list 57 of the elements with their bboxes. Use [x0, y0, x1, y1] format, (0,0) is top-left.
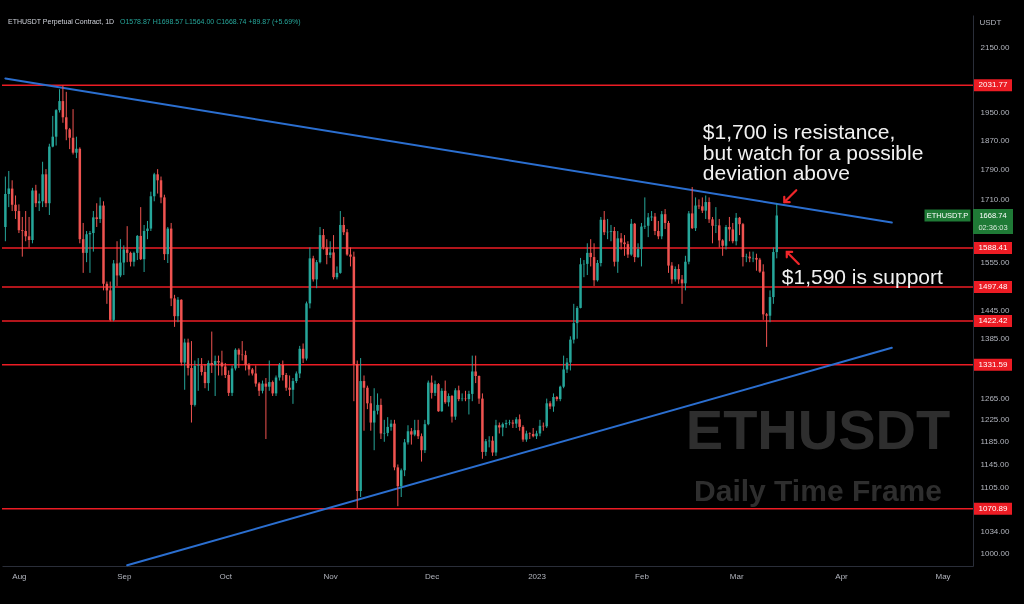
annotation: $1,590 is support [781, 265, 944, 289]
x-tick-label: Mar [729, 571, 744, 581]
y-tick-label: 1265.00 [980, 394, 1010, 404]
y-tick-label: 1185.00 [980, 437, 1010, 447]
candlestick [75, 136, 78, 159]
x-tick-label: Sep [117, 571, 132, 581]
candlestick [491, 435, 494, 457]
candlestick [139, 206, 142, 261]
candlestick [609, 224, 613, 242]
y-tick-label: 1105.00 [980, 483, 1010, 493]
y-tick-label: 1000.00 [980, 549, 1010, 559]
candlestick [623, 234, 626, 257]
candlestick [714, 206, 718, 234]
candlestick [704, 194, 707, 220]
y-tick-label: 1145.00 [980, 459, 1010, 469]
ref-line-label: 1422.42 [978, 316, 1009, 326]
y-tick-label: 1790.00 [980, 164, 1010, 174]
y-tick-label: 1555.00 [980, 257, 1010, 267]
y-tick-label: 1950.00 [980, 108, 1010, 118]
x-tick-label: May [935, 571, 951, 581]
ref-line-label: 1588.41 [978, 243, 1009, 253]
candlestick [183, 338, 186, 391]
candlestick [552, 392, 555, 413]
x-tick-label: Feb [635, 571, 650, 581]
candlestick [119, 238, 122, 278]
candlestick [694, 196, 697, 232]
y-tick-label: 1870.00 [980, 135, 1010, 145]
annotation: $1,700 is resistance, but watch for a possible deviation above [702, 120, 924, 185]
candlestick [586, 242, 589, 276]
ref-line-label: 2031.77 [978, 80, 1009, 90]
candlestick [312, 255, 315, 283]
candlestick [207, 360, 210, 392]
ref-line-label: 1331.59 [978, 359, 1009, 369]
y-tick-label: 1385.00 [980, 334, 1010, 344]
y-axis-title: USDT [979, 17, 1002, 27]
candlestick [545, 398, 548, 429]
x-tick-label: Aug [12, 571, 27, 581]
candlestick [430, 374, 433, 400]
ref-line-label: 1070.89 [978, 503, 1009, 513]
x-tick-label: Apr [835, 571, 849, 581]
candlestick [95, 202, 98, 228]
y-tick-label: 1034.00 [980, 527, 1010, 537]
candlestick [268, 360, 271, 392]
x-tick-label: Dec [425, 571, 440, 581]
x-tick-label: 2023 [528, 571, 547, 581]
candlestick [288, 374, 291, 397]
x-tick-label: Oct [219, 571, 233, 581]
candlestick [728, 216, 731, 242]
y-tick-label: 1445.00 [980, 306, 1010, 316]
candlestick [217, 355, 220, 376]
ref-line-label: 1497.48 [978, 282, 1009, 292]
candlestick [660, 210, 663, 240]
y-tick-label: 1710.00 [980, 194, 1010, 204]
candlestick [196, 357, 200, 392]
y-tick-label: 2150.00 [980, 43, 1010, 53]
y-tick-label: 1225.00 [980, 415, 1010, 425]
x-tick-label: Nov [323, 571, 338, 581]
